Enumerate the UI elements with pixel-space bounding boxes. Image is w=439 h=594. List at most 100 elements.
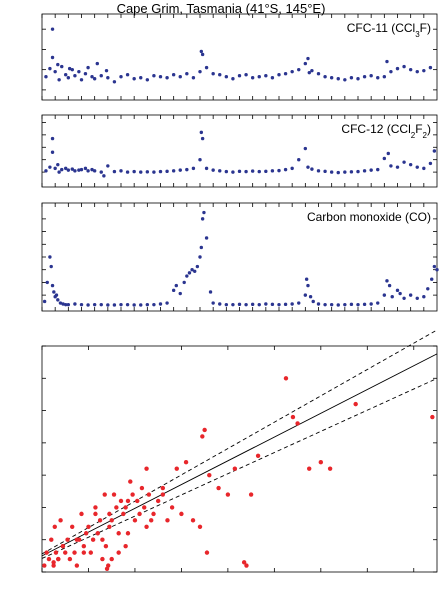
data-point (44, 75, 48, 79)
data-point (408, 67, 413, 72)
fit-band-lower (41, 378, 438, 559)
data-point (83, 71, 88, 76)
data-point (323, 169, 327, 174)
data-point (204, 166, 209, 171)
data-point (290, 69, 294, 74)
data-point (343, 170, 347, 174)
data-point (92, 77, 97, 81)
data-point (435, 268, 439, 272)
species-label-subscript: 2 (423, 131, 428, 140)
data-point (257, 75, 261, 79)
data-point (290, 302, 294, 306)
data-point (402, 64, 406, 69)
data-point (237, 74, 242, 78)
data-point (93, 511, 98, 517)
data-point (86, 169, 90, 173)
data-point (132, 518, 138, 523)
data-point (103, 543, 109, 549)
data-point (109, 556, 114, 562)
data-point (79, 167, 84, 172)
data-point (119, 169, 123, 173)
data-point (200, 217, 205, 221)
data-point (139, 76, 143, 80)
data-point (169, 505, 175, 510)
data-point (329, 302, 334, 307)
data-point (306, 283, 310, 288)
fit-line (41, 353, 438, 557)
data-point (65, 537, 70, 542)
data-point (106, 563, 111, 568)
data-point (149, 518, 154, 523)
data-point (376, 76, 380, 80)
data-point (343, 302, 347, 307)
data-point (83, 166, 88, 171)
data-point (125, 531, 131, 536)
data-point (428, 65, 433, 70)
data-point (310, 167, 314, 171)
data-point (179, 511, 184, 517)
data-point (44, 169, 48, 173)
data-point (73, 302, 77, 306)
data-point (369, 302, 373, 306)
data-point (132, 169, 136, 174)
data-point (430, 414, 435, 420)
data-point (270, 169, 275, 173)
data-point (118, 498, 124, 504)
data-point (178, 75, 182, 79)
data-point (270, 76, 275, 80)
data-point (52, 524, 57, 529)
data-point (204, 550, 210, 555)
data-point (257, 302, 261, 307)
data-point (66, 76, 71, 80)
data-point (395, 288, 400, 293)
data-point (195, 264, 200, 269)
data-point (155, 498, 161, 504)
data-point (426, 287, 430, 291)
chart-cfc11: CFC-11 (CCl3F) (41, 13, 438, 101)
data-point (63, 302, 68, 307)
data-point (53, 69, 57, 74)
data-point (123, 543, 128, 549)
data-point (218, 169, 222, 173)
plot-frame (41, 345, 438, 573)
data-point (50, 283, 55, 288)
data-point (415, 296, 419, 300)
data-point (336, 303, 340, 307)
data-point (58, 518, 63, 523)
data-point (336, 77, 340, 81)
data-point (415, 69, 419, 74)
data-point (362, 169, 367, 173)
data-point (137, 511, 142, 517)
data-point (48, 165, 52, 169)
data-point (95, 61, 100, 66)
data-point (264, 169, 268, 174)
data-point (187, 271, 192, 275)
data-point (95, 531, 100, 536)
data-point (408, 162, 413, 167)
data-point (191, 76, 196, 80)
data-point (198, 69, 202, 74)
data-point (128, 479, 133, 484)
data-point (306, 165, 310, 169)
species-label-text: F (415, 122, 422, 136)
data-point (81, 543, 87, 549)
data-point (139, 485, 145, 491)
data-point (376, 301, 380, 305)
data-point (112, 169, 117, 174)
data-point (109, 518, 114, 523)
data-point (165, 76, 169, 80)
data-point (144, 524, 149, 529)
data-point (74, 563, 80, 568)
data-point (224, 75, 229, 79)
data-point (119, 75, 123, 79)
data-point (199, 245, 204, 250)
data-point (323, 75, 327, 79)
data-point (106, 303, 110, 307)
data-point (102, 174, 106, 178)
data-point (422, 166, 426, 171)
data-point (132, 77, 136, 81)
data-point (283, 376, 289, 381)
data-point (415, 165, 419, 169)
data-point (432, 264, 437, 269)
data-point (389, 164, 393, 168)
